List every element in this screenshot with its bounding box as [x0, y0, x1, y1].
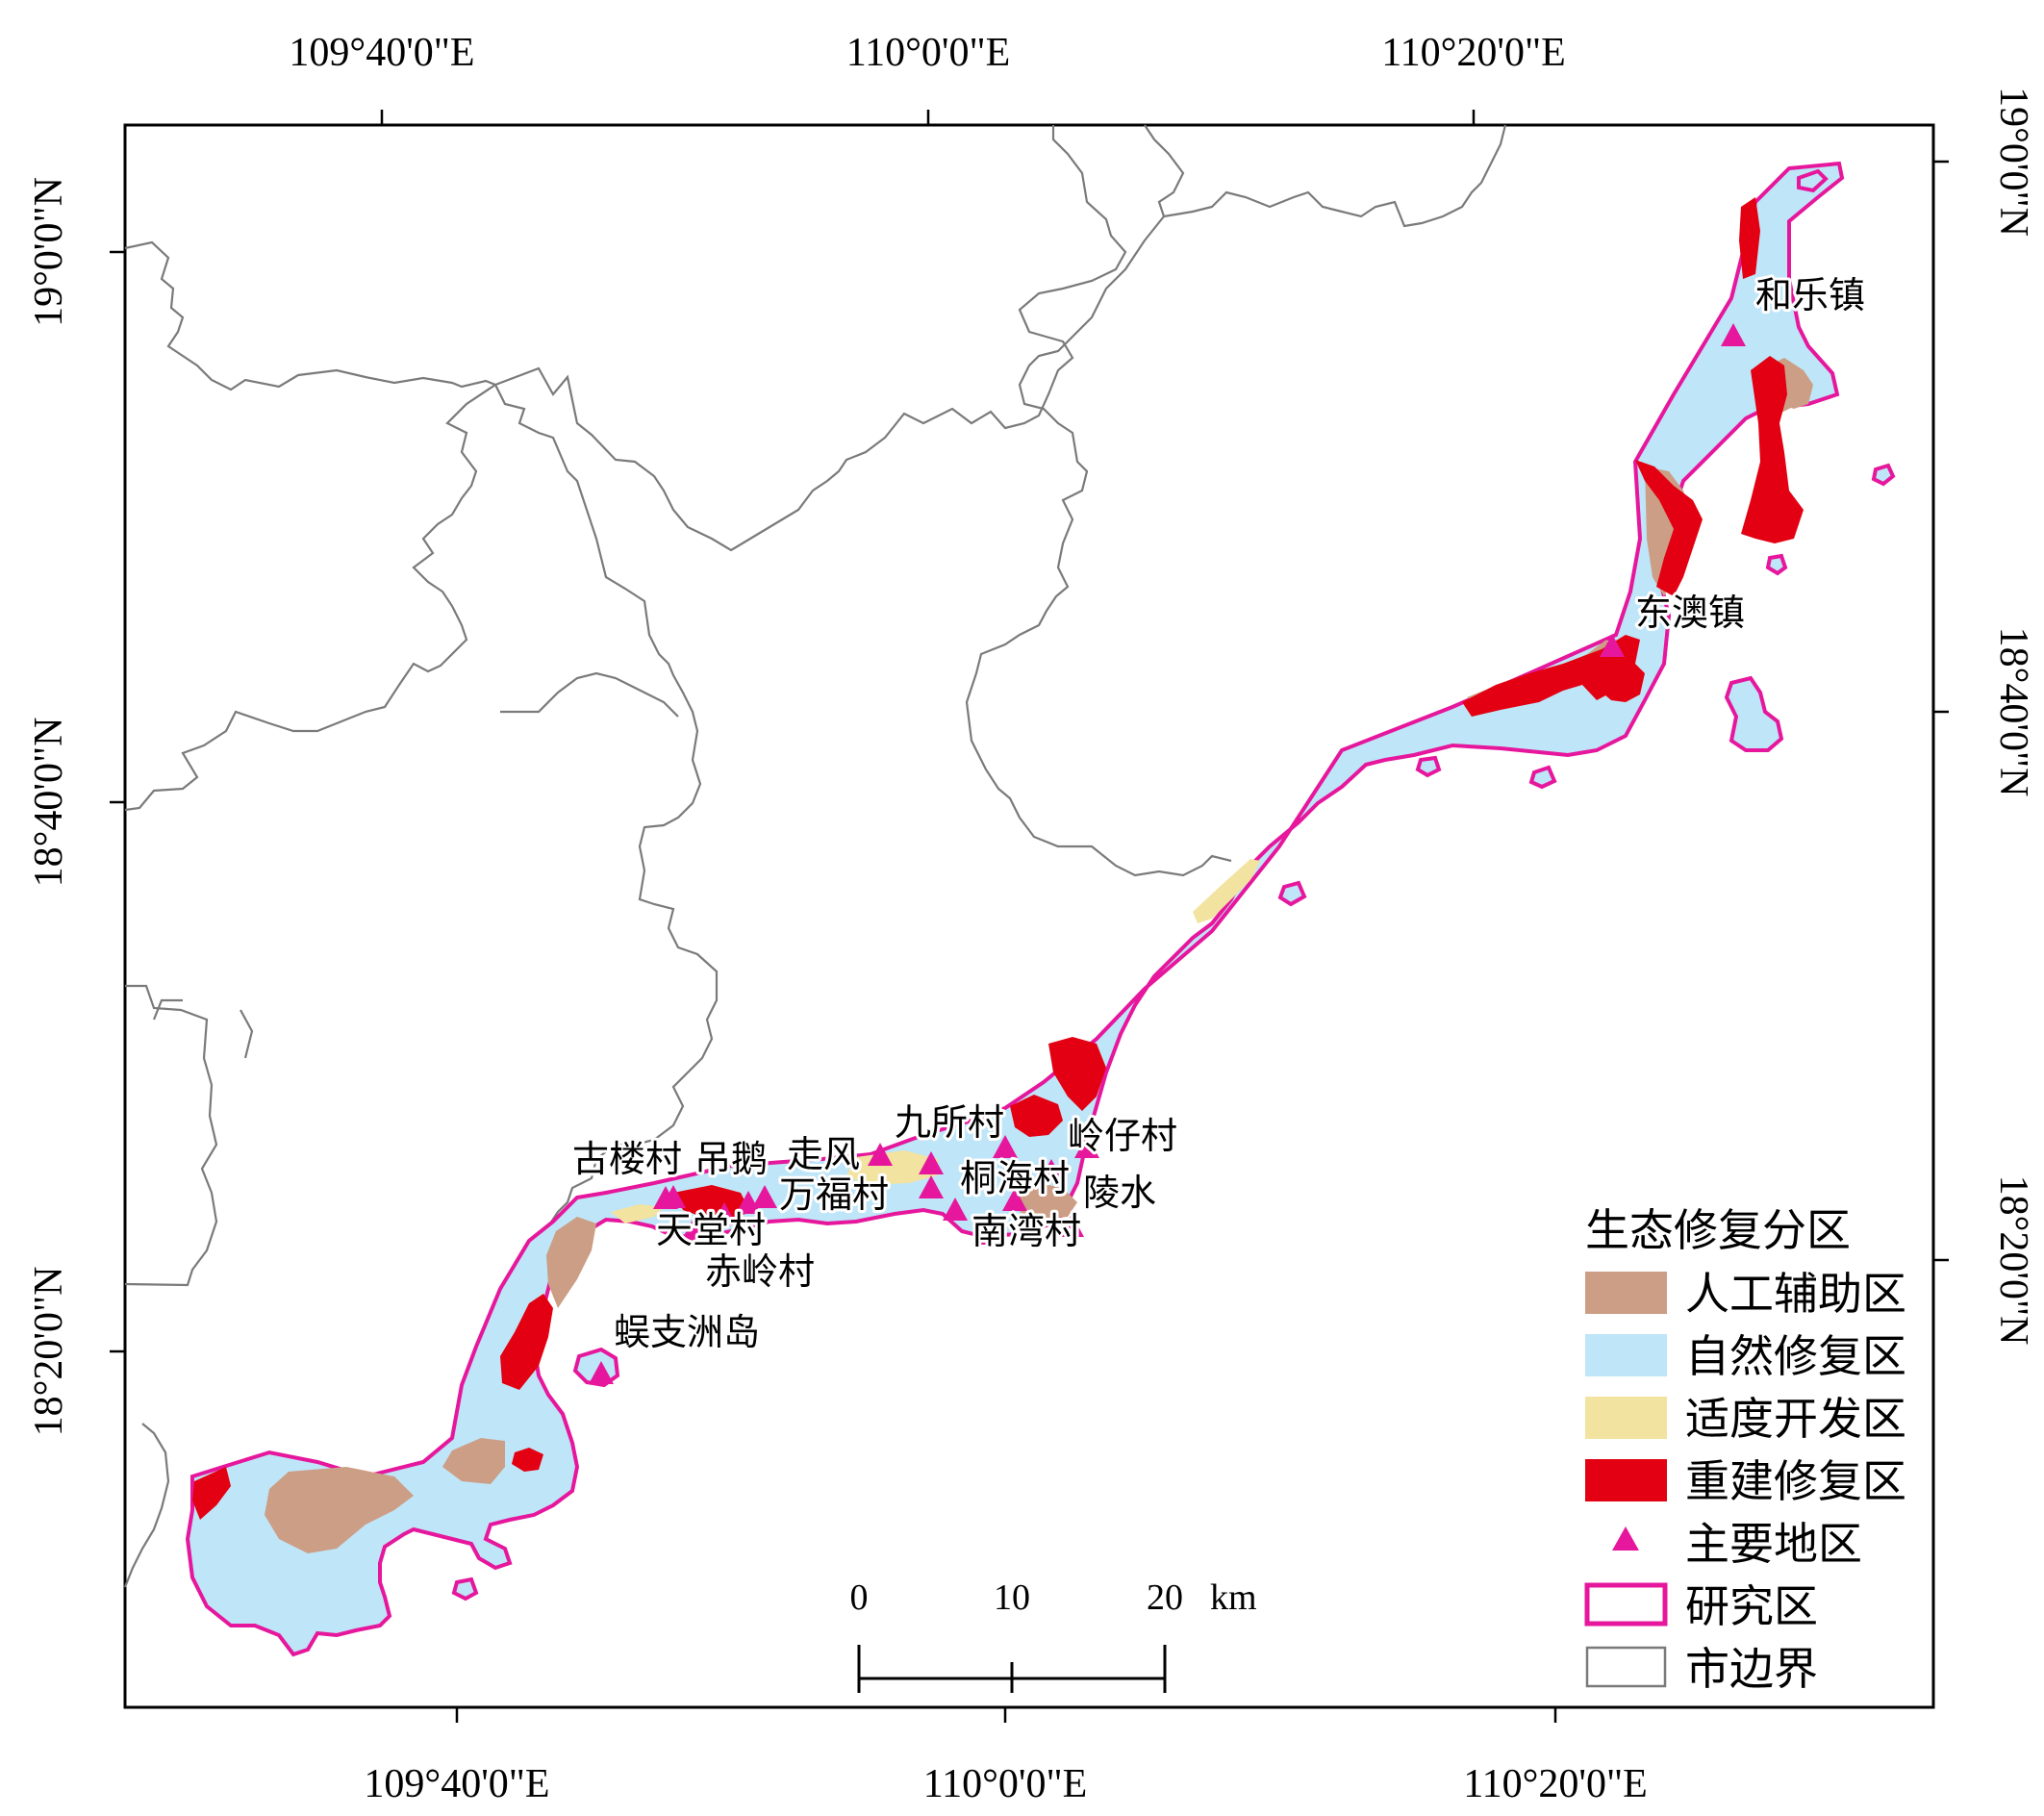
left-lat-label-2: 18°40'0"N [27, 718, 71, 888]
scale-tick-10: 10 [994, 1577, 1030, 1618]
marker-lingzai [1074, 1135, 1099, 1158]
right-lat-label-2: 18°40'0"N [1991, 627, 2035, 797]
place-markers [589, 323, 1746, 1384]
top-lon-label-1: 109°40'0"E [289, 31, 474, 75]
marker-tiantang [712, 1202, 737, 1225]
place-label-gulou: 古楼村 [572, 1138, 682, 1180]
bottom-lon-label-3: 110°20'0"E [1463, 1762, 1648, 1806]
legend-label-main-area: 主要地区 [1685, 1518, 1862, 1570]
top-lon-label-2: 110°0'0"E [846, 31, 1011, 75]
moderate-development-zones [611, 859, 1260, 1223]
scale-tick-0: 0 [850, 1577, 869, 1618]
place-label-diao-e: 吊鹅 [694, 1138, 768, 1180]
scale-bar: 0 10 20 km [850, 1577, 1257, 1693]
legend-swatch-artificial [1585, 1272, 1667, 1314]
right-lat-label-1: 19°0'0"N [1991, 87, 2035, 237]
marker-jiusuo [993, 1135, 1018, 1158]
marker-nanwan-2 [943, 1198, 968, 1221]
place-label-chiling: 赤岭村 [705, 1250, 815, 1293]
legend-swatch-natural [1585, 1334, 1667, 1376]
scale-unit: km [1210, 1577, 1257, 1618]
place-label-hele: 和乐镇 [1755, 274, 1865, 316]
marker-hele [1721, 323, 1746, 346]
place-label-jiusuo: 九所村 [895, 1101, 1004, 1144]
legend-label-study-area: 研究区 [1685, 1580, 1818, 1632]
place-label-lingzai: 岭仔村 [1068, 1115, 1177, 1157]
map-frame [123, 123, 1935, 1709]
marker-nanwan [1059, 1214, 1084, 1237]
legend-swatch-moderate [1585, 1397, 1667, 1439]
legend-label-natural: 自然修复区 [1685, 1330, 1906, 1382]
legend-swatch-study-area [1584, 1582, 1668, 1627]
left-lat-label-3: 18°20'0"N [27, 1267, 71, 1437]
place-label-zoufeng: 走风 [787, 1133, 860, 1175]
place-label-nanwan: 南湾村 [972, 1210, 1081, 1252]
legend-swatch-reconstruction [1585, 1459, 1667, 1501]
city-boundaries [123, 124, 1507, 1588]
place-label-wuzhizhou: 蜈支洲岛 [614, 1311, 760, 1353]
scale-tick-20: 20 [1147, 1577, 1183, 1618]
marker-wuzhizhou [589, 1361, 614, 1384]
marker-zoufeng [868, 1143, 893, 1166]
legend-label-city-boundary: 市边界 [1685, 1643, 1818, 1695]
place-label-tiantang: 天堂村 [656, 1209, 766, 1251]
legend-swatch-city-boundary [1585, 1646, 1667, 1688]
marker-zoufeng-2 [919, 1151, 944, 1174]
marker-lingshui [1002, 1188, 1027, 1211]
legend-symbol-main-area [1612, 1526, 1639, 1551]
graticule-ticks [110, 110, 1949, 1723]
legend: 生态修复分区 人工辅助区 自然修复区 适度开发区 重建修复区 主要地区 研究区 … [1584, 1204, 1906, 1695]
place-label-dongao: 东澳镇 [1635, 592, 1745, 634]
marker-chiling [680, 1220, 705, 1243]
place-label-lingshui: 陵水 [1083, 1172, 1156, 1214]
legend-title: 生态修复分区 [1585, 1204, 1851, 1256]
legend-label-moderate: 适度开发区 [1685, 1393, 1906, 1445]
legend-label-artificial: 人工辅助区 [1685, 1268, 1906, 1320]
top-lon-label-3: 110°20'0"E [1381, 31, 1566, 75]
marker-dongao [1600, 634, 1625, 657]
bottom-lon-label-2: 110°0'0"E [923, 1762, 1088, 1806]
right-lat-label-3: 18°20'0"N [1991, 1175, 2035, 1346]
marker-nanwan-3 [972, 1222, 997, 1245]
marker-wanfu-2 [919, 1175, 944, 1198]
marker-gulou-2 [661, 1185, 686, 1208]
place-label-tonghai: 桐海村 [960, 1157, 1070, 1199]
place-label-wanfu: 万福村 [779, 1173, 889, 1216]
marker-wanfu [752, 1185, 777, 1208]
place-labels: 和乐镇 东澳镇 九所村 岭仔村 桐海村 陵水 南湾村 走风 吊鹅 古楼村 万福村… [569, 271, 1868, 1356]
marker-tonghai [1039, 1159, 1064, 1182]
reconstruction-restoration-zones [192, 197, 1804, 1520]
left-lat-label-1: 19°0'0"N [27, 177, 71, 327]
bottom-lon-label-1: 109°40'0"E [364, 1762, 549, 1806]
legend-label-reconstruction: 重建修复区 [1685, 1455, 1906, 1507]
